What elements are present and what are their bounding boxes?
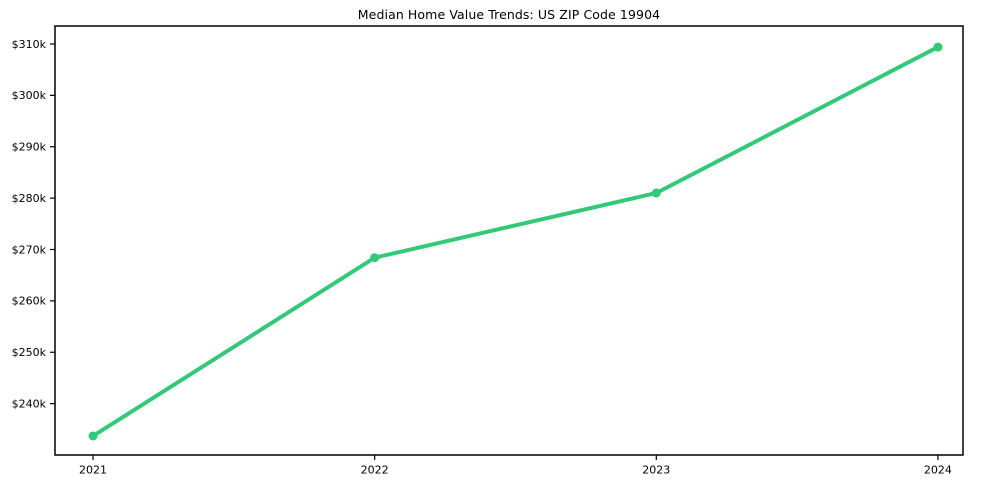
- y-tick-label: $280k: [12, 192, 47, 205]
- y-tick-label: $310k: [12, 38, 47, 51]
- x-tick-label: 2021: [79, 464, 107, 477]
- plot-border: [54, 25, 964, 456]
- x-tick-label: 2023: [642, 464, 670, 477]
- y-tick-label: $250k: [12, 346, 47, 359]
- data-point-marker: [88, 431, 98, 441]
- y-tick-label: $240k: [12, 397, 47, 410]
- y-tick-label: $300k: [12, 89, 47, 102]
- data-point-marker: [651, 188, 661, 198]
- data-point-marker: [933, 42, 943, 52]
- chart-title: Median Home Value Trends: US ZIP Code 19…: [357, 7, 661, 22]
- data-point-marker: [370, 253, 380, 263]
- y-tick-label: $260k: [12, 295, 47, 308]
- x-tick-label: 2022: [361, 464, 389, 477]
- y-tick-label: $270k: [12, 243, 47, 256]
- trend-line: [91, 45, 940, 438]
- x-tick-label: 2024: [924, 464, 952, 477]
- y-tick-label: $290k: [12, 141, 47, 154]
